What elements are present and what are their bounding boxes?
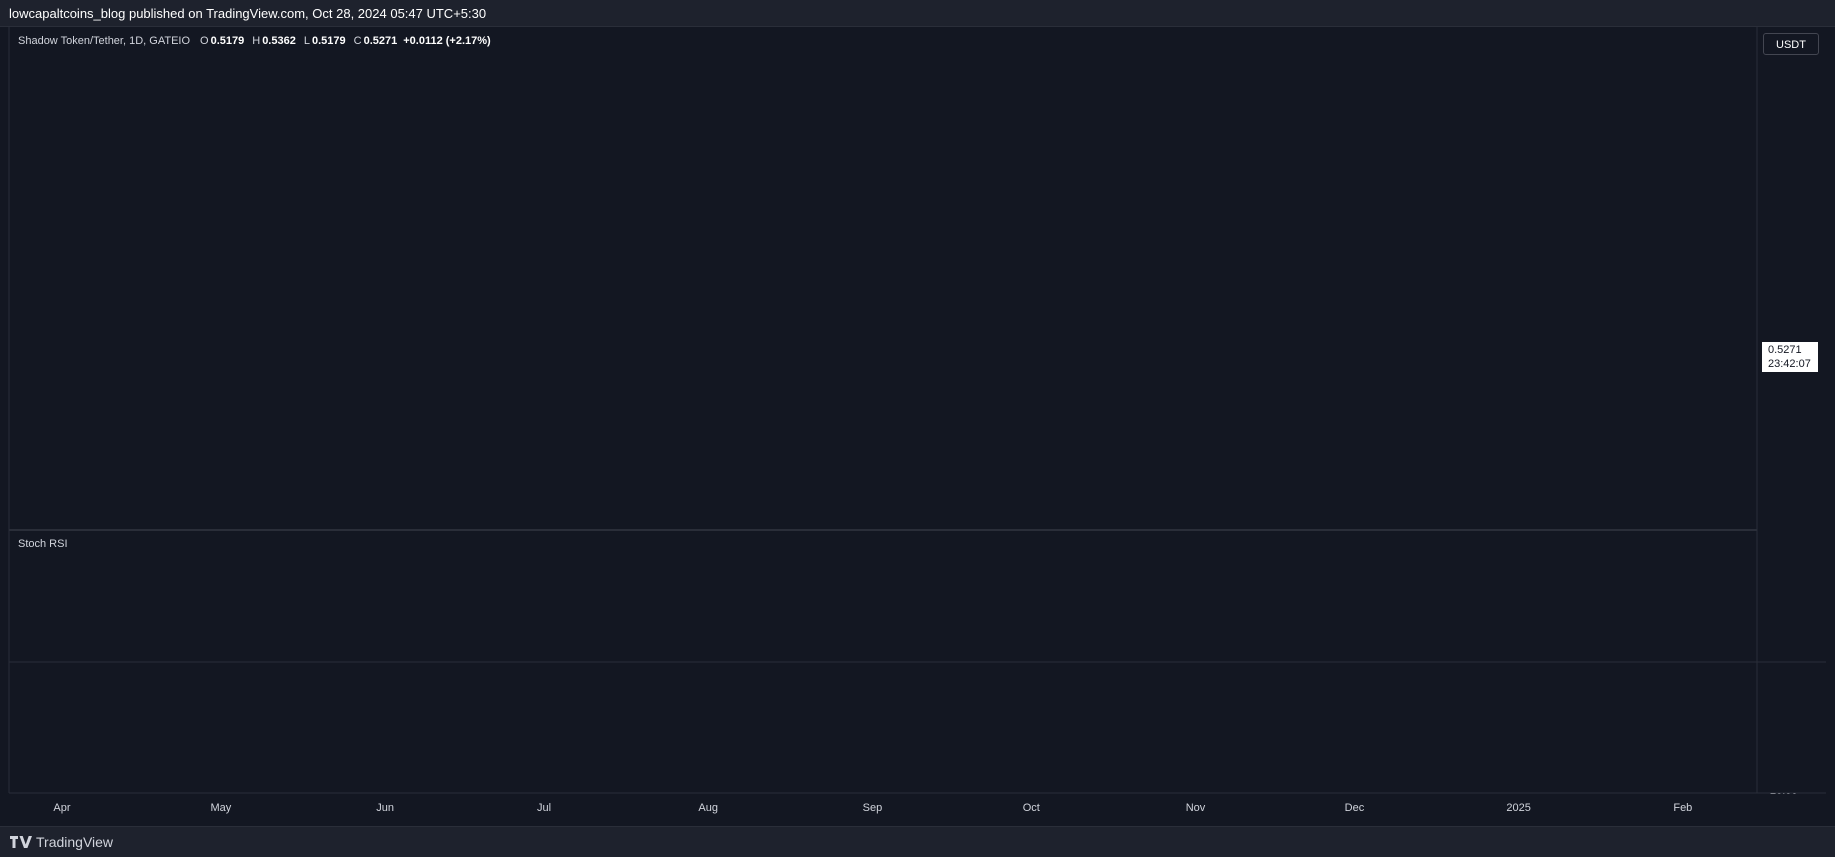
footer: TradingView xyxy=(0,826,1835,857)
time-tick-label: Jul xyxy=(537,802,551,814)
time-tick-label: Apr xyxy=(53,802,70,814)
high-value: 0.5362 xyxy=(262,35,296,47)
close-value: 0.5271 xyxy=(363,35,398,47)
open-label: O xyxy=(200,35,209,47)
indicator-title: Stoch RSI xyxy=(18,538,68,550)
time-tick-label: Oct xyxy=(1023,802,1040,814)
low-label: L xyxy=(303,35,310,47)
time-tick-label: 2025 xyxy=(1506,802,1530,814)
publisher-bar: lowcapaltcoins_blog published on Trading… xyxy=(0,0,1835,27)
plot-background xyxy=(9,27,1826,793)
tradingview-logo[interactable]: TradingView xyxy=(10,834,113,850)
last-price: 0.5271 xyxy=(1768,344,1802,356)
symbol-name: Shadow Token/Tether, 1D, GATEIO xyxy=(18,35,191,47)
tradingview-logo-icon xyxy=(10,836,32,848)
time-tick-label: Jun xyxy=(376,802,394,814)
time-tick-label: May xyxy=(210,802,231,814)
symbol-legend: Shadow Token/Tether, 1D, GATEIO O 0.5179 … xyxy=(18,35,491,47)
time-tick-label: Sep xyxy=(863,802,883,814)
time-axis[interactable]: Apr May Jun Jul Aug Sep Oct Nov Dec 2025 Feb xyxy=(53,802,1692,814)
bar-countdown: 23:42:07 xyxy=(1768,358,1811,370)
open-value: 0.5179 xyxy=(210,35,245,47)
last-price-label: 0.5271 23:42:07 xyxy=(1762,342,1818,372)
time-tick-label: Dec xyxy=(1345,802,1365,814)
publisher-text: lowcapaltcoins_blog published on Trading… xyxy=(9,6,487,21)
currency-button[interactable]: USDT xyxy=(1763,33,1819,55)
low-value: 0.5179 xyxy=(311,35,346,47)
high-label: H xyxy=(252,35,261,47)
close-label: C xyxy=(353,35,362,47)
time-tick-label: Feb xyxy=(1673,802,1692,814)
change-value: +0.0112 (+2.17%) xyxy=(403,35,491,47)
brand-name: TradingView xyxy=(36,834,114,850)
time-tick-label: Nov xyxy=(1186,802,1206,814)
time-tick-label: Aug xyxy=(698,802,718,814)
